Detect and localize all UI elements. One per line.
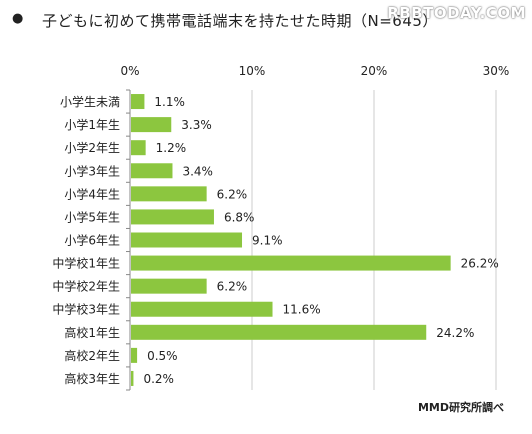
x-tick-label: 10%: [239, 64, 266, 78]
chart-title-row: ● 子どもに初めて携帯電話端末を持たせた時期（N=645）: [12, 8, 522, 32]
value-label: 3.4%: [182, 164, 213, 178]
category-label: 小学5年生: [64, 209, 120, 224]
bars: [131, 94, 451, 386]
x-tick-label: 30%: [483, 64, 510, 78]
category-label: 小学2年生: [64, 140, 120, 155]
bar: [131, 163, 173, 179]
bar: [131, 94, 145, 110]
value-label: 0.5%: [147, 349, 178, 363]
chart-title: 子どもに初めて携帯電話端末を持たせた時期（N=645）: [42, 12, 438, 30]
category-label: 小学1年生: [64, 117, 120, 132]
value-label: 6.2%: [217, 187, 248, 201]
y-axis: [126, 89, 131, 391]
grid-lines: [251, 90, 497, 390]
category-label: 中学校1年生: [52, 256, 120, 271]
value-label: 3.3%: [181, 118, 212, 132]
value-label: 24.2%: [436, 326, 474, 340]
category-label: 中学校3年生: [52, 302, 120, 317]
bar: [131, 347, 138, 363]
category-label: 中学校2年生: [52, 279, 120, 294]
watermark: RBBTODAY.COM: [387, 4, 526, 22]
value-label: 1.1%: [154, 95, 185, 109]
value-label: 26.2%: [461, 257, 499, 271]
title-bullet: ●: [12, 11, 24, 26]
category-label: 小学4年生: [64, 186, 120, 201]
category-label: 小学6年生: [64, 233, 120, 248]
value-labels: 1.1% 3.3% 1.2% 3.4% 6.2% 6.8% 9.1% 26.2% 6.2% 11.…: [143, 95, 498, 386]
source-credit: MMD研究所調べ: [417, 401, 504, 414]
bar: [131, 232, 243, 248]
category-label: 高校3年生: [64, 371, 120, 386]
category-label: 高校1年生: [64, 325, 120, 340]
bar: [131, 301, 273, 317]
bar: [131, 278, 207, 294]
category-label: 高校2年生: [64, 348, 120, 363]
value-label: 6.2%: [217, 280, 248, 294]
bar: [131, 140, 146, 156]
x-tick-labels: 0% 10% 20% 30%: [120, 64, 509, 78]
bar: [131, 186, 207, 202]
x-tick-label: 0%: [120, 64, 139, 78]
bar: [131, 255, 451, 271]
category-labels: 小学生未満小学1年生小学2年生小学3年生小学4年生小学5年生小学6年生中学校1年…: [52, 94, 120, 386]
value-label: 9.1%: [252, 234, 283, 248]
value-label: 1.2%: [156, 141, 187, 155]
category-label: 小学生未満: [60, 94, 120, 109]
bar: [131, 324, 427, 340]
x-tick-label: 20%: [361, 64, 388, 78]
value-label: 6.8%: [224, 210, 255, 224]
value-label: 11.6%: [283, 303, 321, 317]
bar: [131, 370, 134, 386]
category-label: 小学3年生: [64, 163, 120, 178]
value-label: 0.2%: [143, 372, 174, 386]
bar: [131, 209, 214, 225]
bar: [131, 117, 172, 133]
